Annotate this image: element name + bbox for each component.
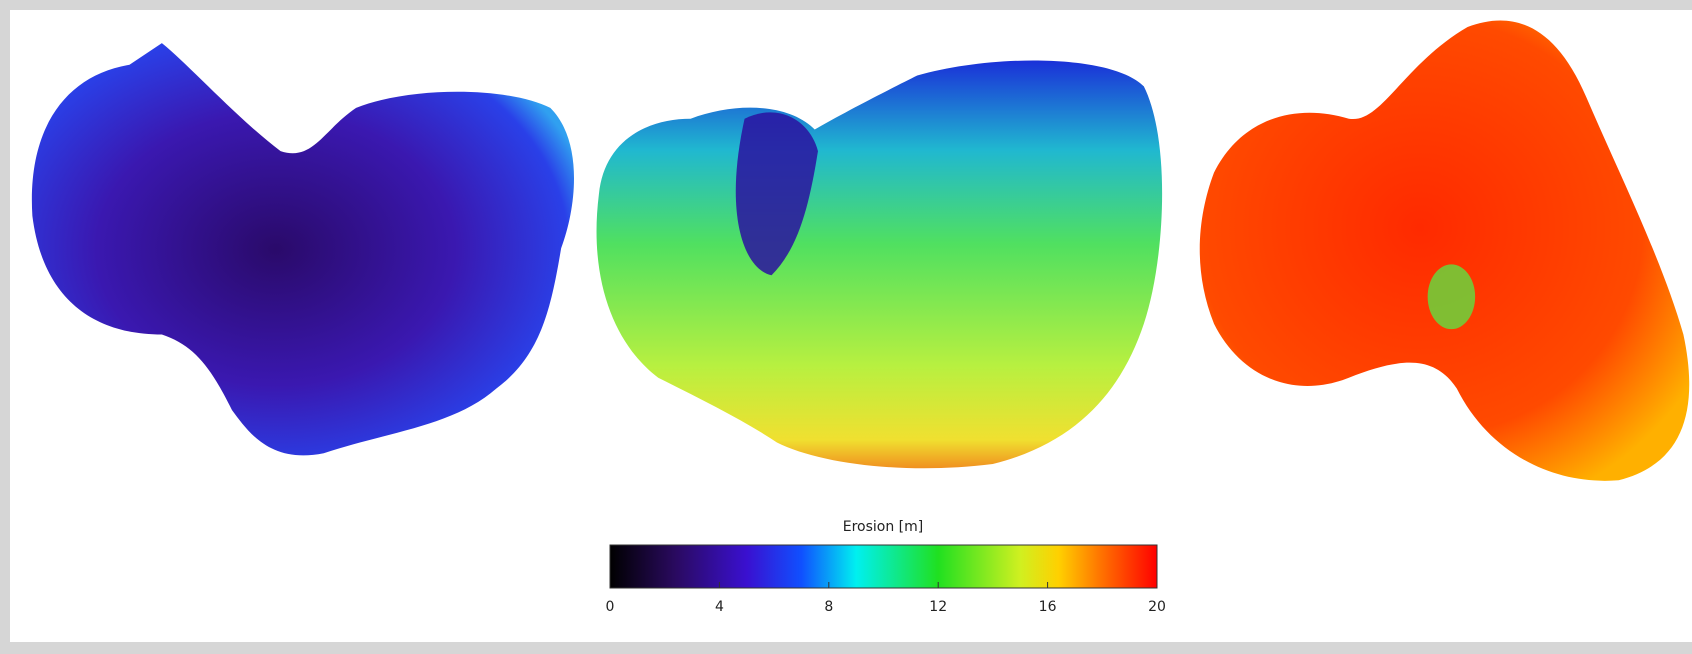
tick-label: 4 <box>715 599 724 615</box>
tick-label: 8 <box>824 599 833 615</box>
colorbar-label: Erosion [m] <box>843 519 924 535</box>
page: Erosion [m] 048121620 (() => { const dat… <box>0 0 1692 654</box>
tick-label: 0 <box>606 599 615 615</box>
tick-label: 20 <box>1148 599 1166 615</box>
tick-label: 12 <box>929 599 947 615</box>
comet-right-patch <box>1428 264 1475 329</box>
tick-label: 16 <box>1039 599 1057 615</box>
colorbar-scale <box>610 545 1157 588</box>
figure: Erosion [m] 0 4 8 12 16 20 <box>0 0 1692 654</box>
